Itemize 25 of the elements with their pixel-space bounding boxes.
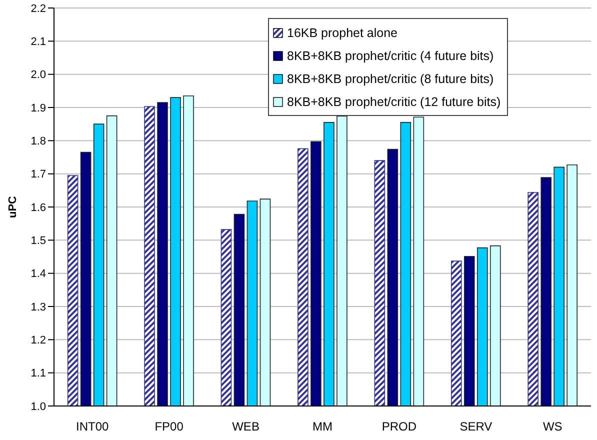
y-tick-label: 1.6 bbox=[30, 202, 46, 214]
x-tick-label: PROD bbox=[382, 420, 417, 434]
y-tick-label: 1.0 bbox=[30, 400, 46, 413]
y-tick-label: 1.7 bbox=[30, 168, 46, 181]
y-tick-label: 2.2 bbox=[30, 2, 46, 15]
x-tick-label: SERV bbox=[460, 420, 492, 434]
y-tick-label: 2.0 bbox=[30, 69, 46, 82]
y-tick-label: 1.2 bbox=[30, 334, 46, 347]
x-tick-label: WEB bbox=[232, 420, 260, 434]
y-tick-label: 1.9 bbox=[30, 102, 46, 114]
y-tick-label: 1.8 bbox=[30, 136, 46, 148]
legend-label: 8KB+8KB prophet/critic (12 future bits) bbox=[287, 94, 501, 108]
x-tick-label: MM bbox=[312, 420, 332, 434]
y-tick-label: 1.1 bbox=[30, 368, 46, 380]
legend-label: 8KB+8KB prophet/critic (4 future bits) bbox=[287, 48, 494, 62]
y-axis-title: uPC bbox=[6, 196, 19, 218]
y-tick-label: 1.5 bbox=[30, 235, 46, 248]
y-tick-label: 1.4 bbox=[30, 268, 46, 280]
x-tick-label: FP00 bbox=[154, 420, 184, 434]
y-tick-label: 2.1 bbox=[30, 36, 46, 48]
legend-label: 8KB+8KB prophet/critic (8 future bits) bbox=[287, 72, 494, 86]
x-tick-label: INT00 bbox=[76, 420, 110, 434]
y-tick-label: 1.3 bbox=[30, 301, 46, 314]
x-tick-label: WS bbox=[542, 420, 562, 434]
legend-label: 16KB prophet alone bbox=[287, 26, 398, 40]
